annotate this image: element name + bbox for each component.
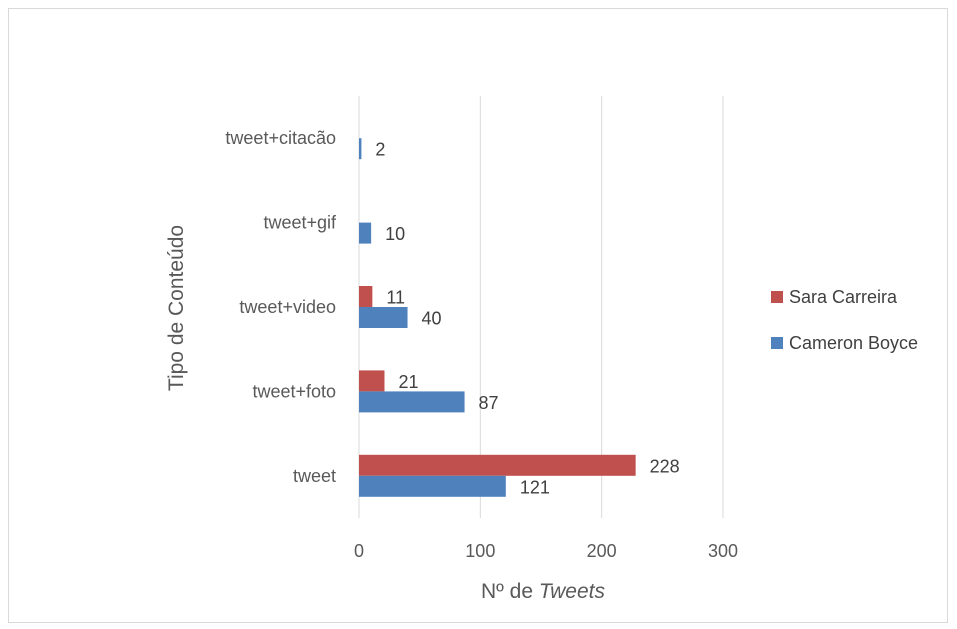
legend-entry: Sara Carreira bbox=[789, 287, 898, 307]
y-tick-label: tweet+foto bbox=[252, 381, 336, 401]
y-tick-labels: tweet+citacão tweet+gif tweet+video tweet+f… bbox=[225, 128, 337, 486]
y-tick-label: tweet+gif bbox=[263, 213, 337, 233]
data-label: 40 bbox=[422, 309, 442, 329]
bar-sara-carreira bbox=[359, 370, 385, 392]
y-tick-label: tweet+citacão bbox=[225, 128, 336, 148]
data-label: 11 bbox=[386, 288, 405, 308]
chart-frame bbox=[8, 8, 948, 623]
data-label: 228 bbox=[650, 456, 680, 476]
x-tick-label: 300 bbox=[708, 541, 738, 561]
legend: Sara Carreira Cameron Boyce bbox=[771, 287, 918, 353]
legend-swatch bbox=[771, 291, 783, 303]
x-axis-title-prefix: Nº de bbox=[481, 580, 539, 603]
data-label: 87 bbox=[479, 393, 499, 413]
y-tick-label: tweet+video bbox=[239, 297, 336, 317]
x-tick-label: 100 bbox=[465, 541, 495, 561]
bar-sara-carreira bbox=[359, 454, 636, 476]
x-axis-title-emphasis: Tweets bbox=[539, 580, 606, 603]
y-axis-title: Tipo de Conteúdo bbox=[165, 225, 188, 391]
gridlines bbox=[358, 96, 724, 518]
bar-cameron-boyce bbox=[359, 391, 465, 413]
bar-cameron-boyce bbox=[359, 307, 408, 328]
data-label: 121 bbox=[520, 477, 550, 497]
bar-cameron-boyce bbox=[359, 222, 372, 244]
x-tick-label: 0 bbox=[354, 541, 364, 561]
x-tick-labels: 0 100 200 300 bbox=[354, 541, 738, 561]
legend-entry: Cameron Boyce bbox=[789, 333, 918, 353]
data-labels: 11 21 228 2 10 40 87 121 bbox=[375, 140, 679, 498]
x-tick-label: 200 bbox=[587, 541, 617, 561]
bar-cameron-boyce bbox=[359, 475, 506, 497]
legend-swatch bbox=[771, 337, 783, 349]
x-axis-title: Nº de Tweets bbox=[481, 580, 606, 603]
data-label: 21 bbox=[398, 372, 418, 392]
bar-sara-carreira bbox=[359, 286, 373, 307]
y-tick-label: tweet bbox=[293, 466, 336, 486]
bar-cameron-boyce bbox=[359, 138, 362, 160]
data-label: 10 bbox=[385, 224, 405, 244]
data-label: 2 bbox=[375, 140, 385, 160]
bars bbox=[359, 138, 636, 497]
